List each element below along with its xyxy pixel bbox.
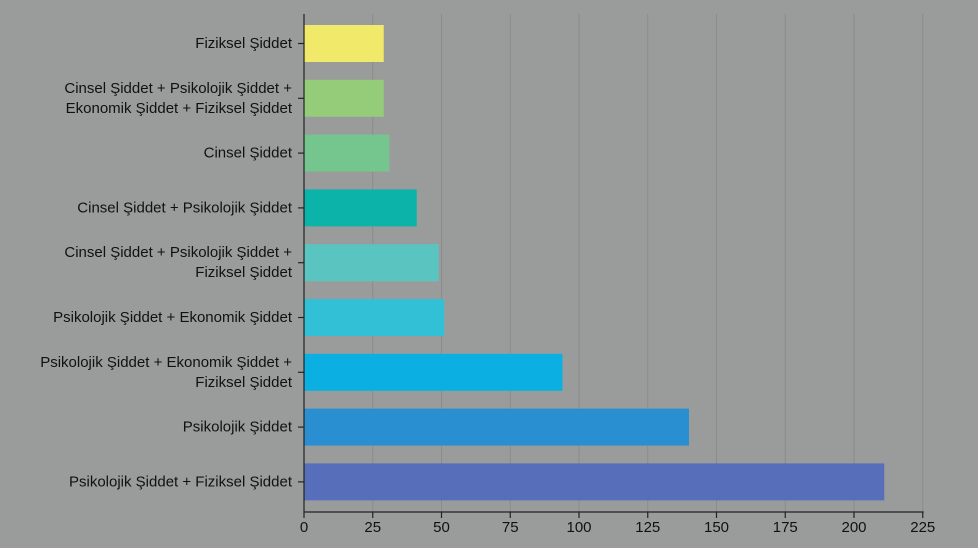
bars [304, 25, 885, 501]
category-labels: Fiziksel Şiddet Cinsel Şiddet + Psikoloji… [40, 35, 293, 490]
category-label-9-line-1: Psikolojik Şiddet + Fiziksel Şiddet [69, 473, 293, 490]
x-tick-label-150: 150 [704, 519, 729, 536]
category-label-2-line-1: Cinsel Şiddet + Psikolojik Şiddet + [64, 80, 292, 97]
x-tick-label-25: 25 [364, 519, 381, 536]
category-label-5-line-2: Fiziksel Şiddet [195, 264, 293, 281]
category-label-1-line-1: Fiziksel Şiddet [195, 35, 293, 52]
category-label-3-line-1: Cinsel Şiddet [204, 145, 293, 162]
category-label-5-line-1: Cinsel Şiddet + Psikolojik Şiddet + [64, 244, 292, 261]
category-label-7-line-2: Fiziksel Şiddet [195, 374, 293, 391]
grid-lines [372, 14, 924, 512]
axes [298, 14, 924, 518]
x-tick-label-125: 125 [635, 519, 660, 536]
x-tick-label-200: 200 [841, 519, 866, 536]
category-label-6-line-1: Psikolojik Şiddet + Ekonomik Şiddet [53, 309, 293, 326]
x-tick-label-100: 100 [566, 519, 591, 536]
bar-5 [304, 244, 439, 282]
x-tick-label-75: 75 [502, 519, 519, 536]
x-tick-labels: 0 25 50 75 100 125 150 175 200 225 [300, 519, 935, 536]
bar-1 [304, 25, 384, 62]
x-tick-label-0: 0 [300, 519, 308, 536]
bar-3 [304, 134, 390, 172]
category-label-8-line-1: Psikolojik Şiddet [183, 419, 293, 436]
x-tick-label-225: 225 [910, 519, 935, 536]
category-label-7-line-1: Psikolojik Şiddet + Ekonomik Şiddet + [40, 354, 292, 371]
bar-4 [304, 189, 417, 227]
x-tick-label-175: 175 [773, 519, 798, 536]
bar-2 [304, 79, 384, 117]
bar-8 [304, 408, 689, 446]
bar-7 [304, 353, 563, 391]
x-tick-label-50: 50 [433, 519, 450, 536]
category-label-4-line-1: Cinsel Şiddet + Psikolojik Şiddet [77, 199, 293, 216]
bar-9 [304, 463, 885, 501]
bar-6 [304, 299, 445, 336]
category-label-2-line-2: Ekonomik Şiddet + Fiziksel Şiddet [66, 100, 293, 117]
